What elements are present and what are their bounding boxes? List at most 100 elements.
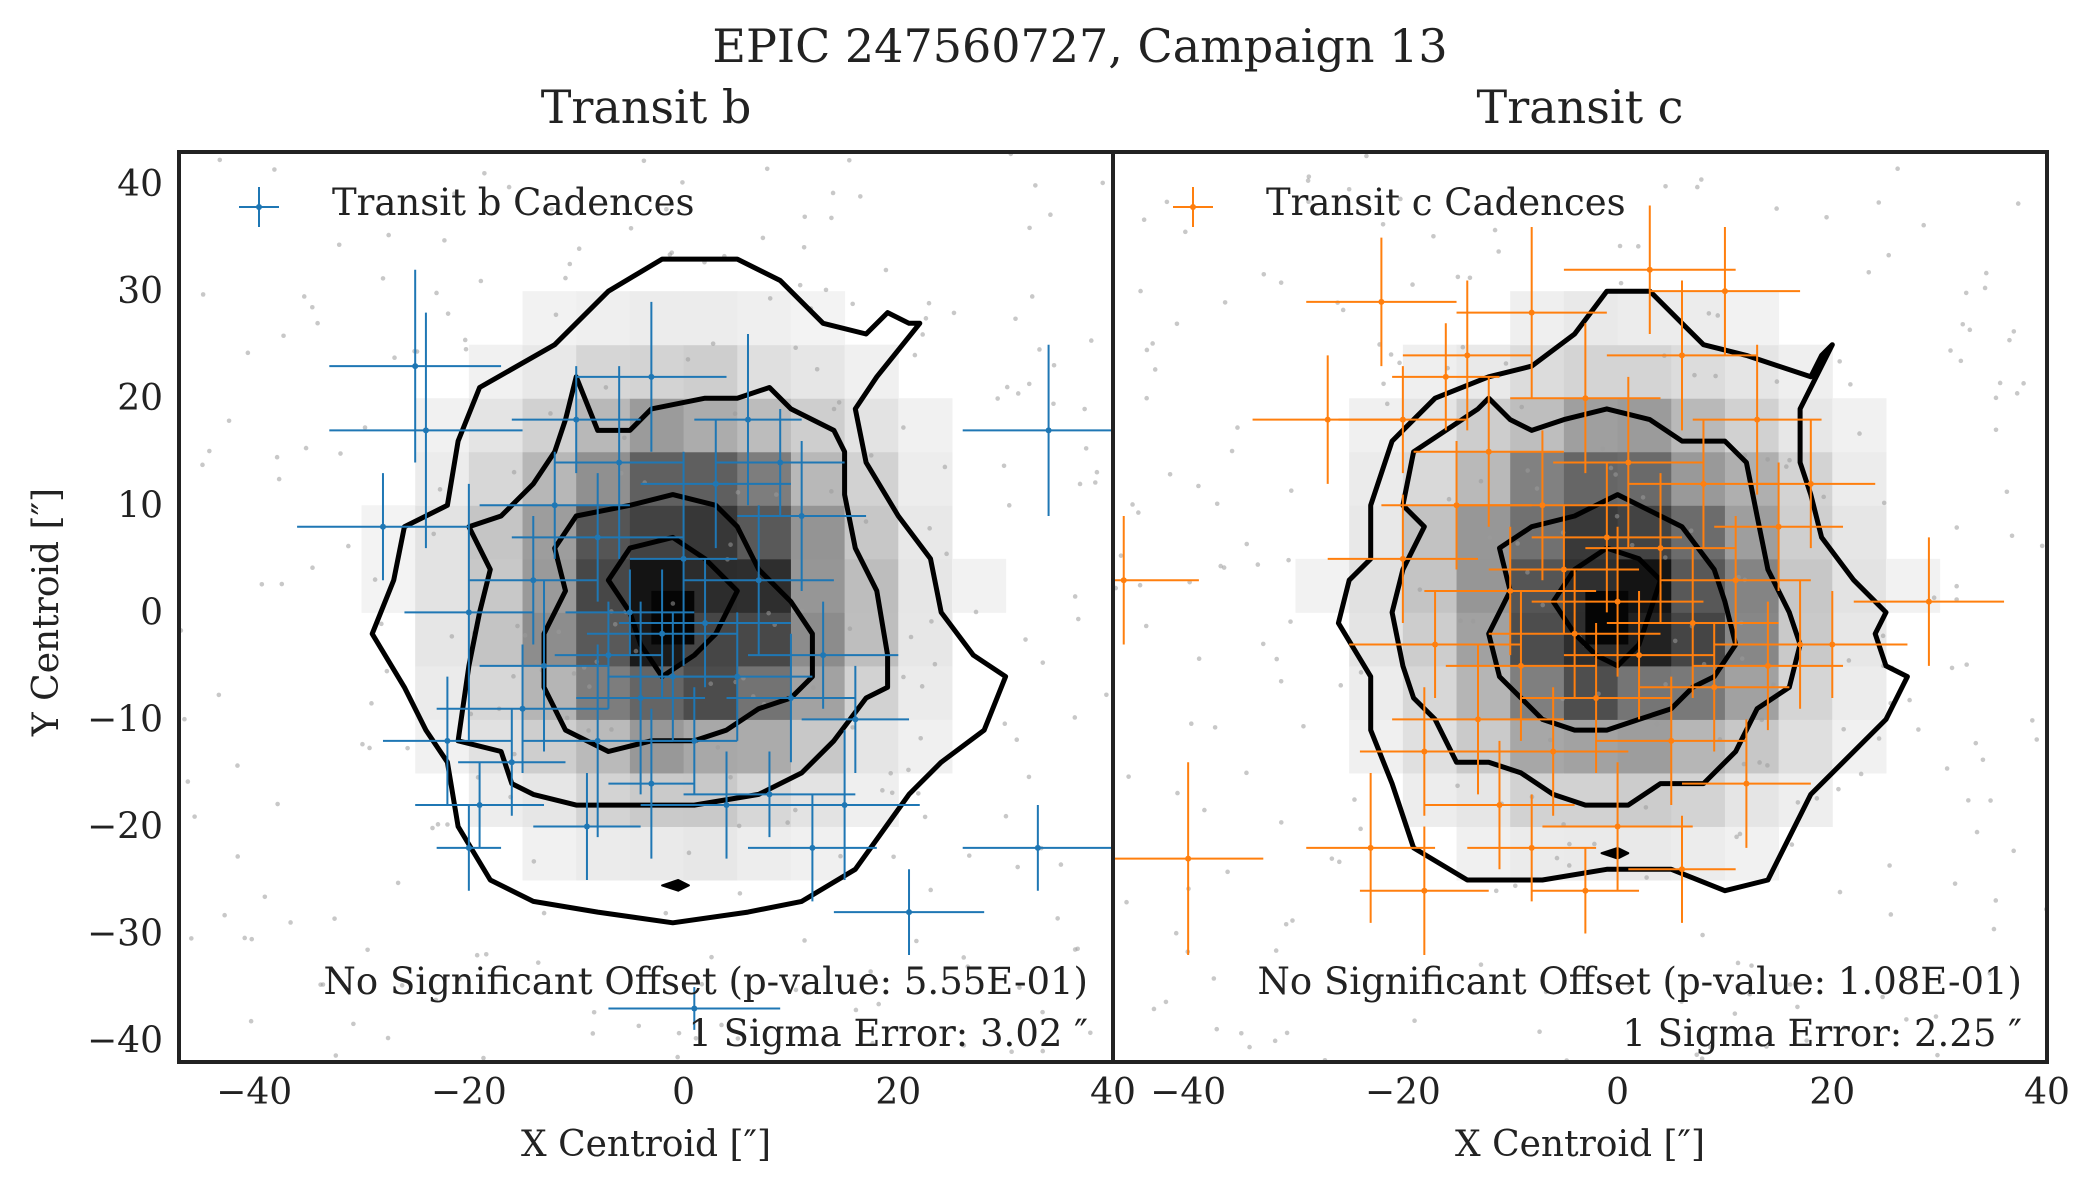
transit-b-background-point [767,296,773,301]
transit-c-legend-label: Transit c Cadences [1266,181,1626,224]
transit-c-background-point [1306,174,1312,179]
transit-c-flux-pixel [1671,451,1726,506]
transit-c-background-point [1431,233,1436,239]
transit-b-background-point [1040,1048,1046,1054]
transit-c-flux-pixel [1617,505,1672,560]
transit-b-flux-pixel [737,398,792,453]
transit-c-background-point [1774,379,1780,384]
transit-b-cadence-marker [594,737,601,744]
transit-c-flux-pixel [1402,558,1458,613]
transit-b-cadence-point [747,601,899,709]
transit-c-flux-pixel [1724,772,1780,827]
transit-c-flux-pixel [1456,451,1511,506]
transit-c-background-point [1175,790,1180,796]
transit-b-background-point [603,385,609,390]
transit-b-background-point [207,448,212,454]
transit-c-background-point [1789,842,1795,847]
transit-b-background-point [310,565,315,570]
transit-c-background-point [1617,243,1623,249]
transit-b-background-point [445,311,451,316]
transit-c-cadence-marker [1367,844,1374,851]
transit-b-y-tick-label: 40 [117,164,163,205]
transit-b-background-point [1026,381,1032,387]
transit-c-cadence-point [1488,569,1661,698]
transit-c-background-point [1627,982,1632,988]
transit-b-background-point [929,619,934,624]
transit-b-flux-pixel [576,772,631,827]
transit-c-x-ticks: −40 −20 0 20 40 [1150,1072,2070,1113]
transit-b-flux-pixel [790,772,846,827]
transit-c-background-point [1931,595,1937,600]
transit-b-cadence-marker [755,577,762,584]
transit-b-background-point [1040,1009,1045,1015]
transit-b-background-point [685,357,691,362]
transit-b-background-point [242,935,247,941]
transit-c-flux-pixel [1832,451,1887,506]
transit-b-cadence-point [522,644,673,838]
transit-b-background-point [889,790,895,796]
transit-c-background-point [1388,352,1394,357]
transit-b-background-point [506,184,512,190]
transit-c-cadence-marker [1485,448,1492,455]
transit-c-background-point [1384,401,1390,407]
transit-b-cadence-marker [508,759,515,766]
transit-b-flux-pixel [468,665,524,720]
transit-b-background-point [433,997,439,1003]
transit-c-cadence-point [1392,644,1564,795]
transit-b-background-point [548,411,553,416]
transit-c-background-point [1196,483,1201,489]
transit-b-background-point [434,290,439,296]
transit-b-background-point [576,246,582,252]
transit-c-flux-pixel [1456,772,1511,827]
transit-c-background-point [1954,525,1960,530]
transit-b-background-point [797,282,803,288]
transit-b-background-point [901,674,906,680]
transit-c-background-point [1614,980,1620,986]
transit-c-cadence-point [1359,826,1489,955]
transit-b-flux-pixel [737,665,792,720]
transit-b-background-point [333,1053,339,1058]
transit-b-cadence-marker [702,620,709,627]
transit-c-background-point [1804,1038,1809,1043]
transit-b-background-point [189,936,194,941]
transit-b-flux-pixel [737,719,792,774]
transit-b-background-point [338,451,343,456]
transit-b-cadence-point [629,451,738,666]
transit-b-background-point [385,1035,391,1041]
transit-c-background-point [1284,1030,1290,1036]
transit-c-background-point [1152,367,1158,372]
transit-c-cadence-marker [1507,587,1514,594]
transit-b-flux-pixel [683,826,738,881]
transit-b-flux-pixel [576,451,631,506]
transit-b-background-point [217,157,223,163]
transit-c-cadence-point [1327,494,1479,624]
transit-c-background-point [1306,199,1311,204]
transit-c-cadence-marker [1657,545,1664,552]
transit-b-cadence-marker [465,844,472,851]
transit-c-cadence-marker [1120,577,1127,584]
transit-c-background-point [1537,1029,1542,1035]
transit-b-cadence-marker [723,802,730,809]
transit-c-flux-pixel [1832,665,1887,720]
transit-c-background-point [1614,514,1620,519]
transit-b-cadence-marker [691,1005,698,1012]
transit-b-background-point [369,701,374,706]
transit-c-background-point [1364,153,1369,159]
transit-b-background-point [928,887,933,893]
transit-c-background-point [1876,736,1882,741]
transit-c-cadence-point [1478,687,1629,816]
transit-c-background-point [1470,618,1476,624]
transit-b-flux-pixel [898,719,953,774]
transit-c-background-point [1644,875,1649,880]
transit-c-background-point [1921,222,1926,228]
transit-b-background-point [549,206,555,212]
transit-c-background-point [1643,805,1649,810]
transit-b-background-point [587,684,592,689]
transit-b-background-point [870,1040,875,1046]
transit-c-cadence-marker [1764,662,1771,669]
transit-b-y-ticks: −40 −30 −20 −10 0 10 20 30 40 [87,164,163,1061]
transit-b-cadence-marker [465,609,472,616]
transit-c-cadence-point [1488,505,1640,634]
transit-b-cadence-marker [573,416,580,423]
transit-c-background-point [1974,829,1980,835]
